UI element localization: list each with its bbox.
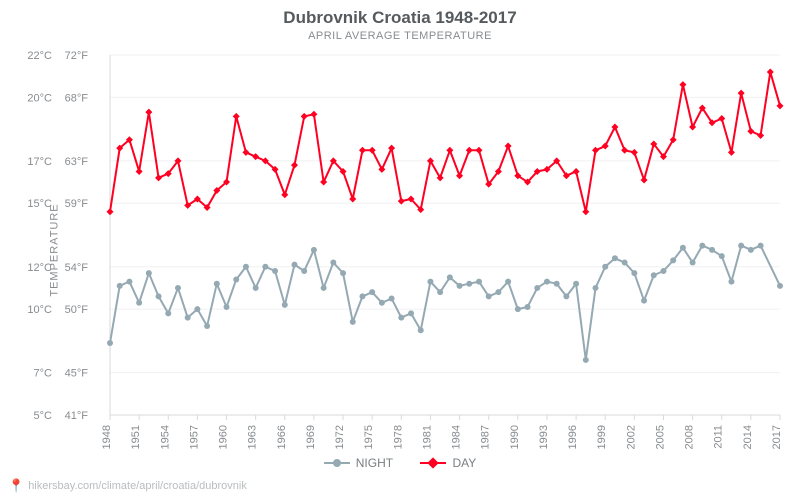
svg-text:1990: 1990 bbox=[509, 425, 521, 449]
svg-text:1957: 1957 bbox=[188, 425, 200, 449]
svg-text:1981: 1981 bbox=[421, 425, 433, 449]
legend-label-day: DAY bbox=[452, 456, 476, 470]
svg-text:2008: 2008 bbox=[684, 425, 696, 449]
legend-item-night: NIGHT bbox=[324, 456, 393, 470]
legend-swatch-night bbox=[324, 462, 350, 464]
legend-swatch-day bbox=[420, 462, 446, 464]
map-pin-icon: 📍 bbox=[8, 478, 24, 494]
x-axis: 1948 1951 1954 1957 1960 1963 1966 1969 1972 1975… bbox=[101, 415, 783, 449]
svg-text:7°C: 7°C bbox=[34, 368, 53, 380]
svg-text:1948: 1948 bbox=[101, 425, 113, 449]
svg-text:1975: 1975 bbox=[363, 425, 375, 449]
svg-text:15°C: 15°C bbox=[27, 198, 52, 210]
svg-text:63°F: 63°F bbox=[65, 156, 89, 168]
svg-text:1954: 1954 bbox=[159, 425, 171, 449]
svg-text:1984: 1984 bbox=[451, 425, 463, 449]
svg-text:1987: 1987 bbox=[480, 425, 492, 449]
series-night bbox=[107, 243, 783, 363]
svg-text:1966: 1966 bbox=[276, 425, 288, 449]
attribution: 📍 hikersbay.com/climate/april/croatia/du… bbox=[8, 478, 247, 494]
svg-text:2005: 2005 bbox=[654, 425, 666, 449]
svg-text:1960: 1960 bbox=[218, 425, 230, 449]
attribution-text: hikersbay.com/climate/april/croatia/dubr… bbox=[28, 480, 247, 492]
svg-text:1972: 1972 bbox=[334, 425, 346, 449]
svg-text:2002: 2002 bbox=[625, 425, 637, 449]
svg-text:1969: 1969 bbox=[305, 425, 317, 449]
svg-text:5°C: 5°C bbox=[34, 410, 53, 422]
svg-text:1996: 1996 bbox=[567, 425, 579, 449]
chart-plot: 5°C 7°C 10°C 12°C 15°C 17°C 20°C 22°C 41°F 45°F 5… bbox=[0, 0, 800, 500]
y-axis-fahrenheit: 41°F 45°F 50°F 54°F 59°F 63°F 68°F 72°F bbox=[65, 50, 89, 422]
svg-text:17°C: 17°C bbox=[27, 156, 52, 168]
svg-text:72°F: 72°F bbox=[65, 50, 89, 62]
chart-container: Dubrovnik Croatia 1948-2017 APRIL AVERAG… bbox=[0, 0, 800, 500]
svg-text:2017: 2017 bbox=[771, 425, 783, 449]
svg-text:45°F: 45°F bbox=[65, 368, 89, 380]
svg-text:1963: 1963 bbox=[247, 425, 259, 449]
svg-text:1951: 1951 bbox=[130, 425, 142, 449]
svg-text:10°C: 10°C bbox=[27, 304, 52, 316]
svg-text:22°C: 22°C bbox=[27, 50, 52, 62]
svg-text:41°F: 41°F bbox=[65, 410, 89, 422]
svg-text:20°C: 20°C bbox=[27, 92, 52, 104]
legend: NIGHT DAY bbox=[0, 453, 800, 470]
svg-text:1999: 1999 bbox=[596, 425, 608, 449]
series-day bbox=[107, 68, 784, 215]
svg-text:54°F: 54°F bbox=[65, 262, 89, 274]
svg-text:68°F: 68°F bbox=[65, 92, 89, 104]
svg-text:2011: 2011 bbox=[713, 425, 725, 449]
legend-item-day: DAY bbox=[420, 456, 476, 470]
svg-text:12°C: 12°C bbox=[27, 262, 52, 274]
svg-text:2014: 2014 bbox=[742, 425, 754, 449]
y-axis-celsius: 5°C 7°C 10°C 12°C 15°C 17°C 20°C 22°C bbox=[27, 50, 52, 422]
svg-text:50°F: 50°F bbox=[65, 304, 89, 316]
legend-label-night: NIGHT bbox=[356, 456, 393, 470]
svg-text:1978: 1978 bbox=[392, 425, 404, 449]
svg-text:1993: 1993 bbox=[538, 425, 550, 449]
svg-text:59°F: 59°F bbox=[65, 198, 89, 210]
